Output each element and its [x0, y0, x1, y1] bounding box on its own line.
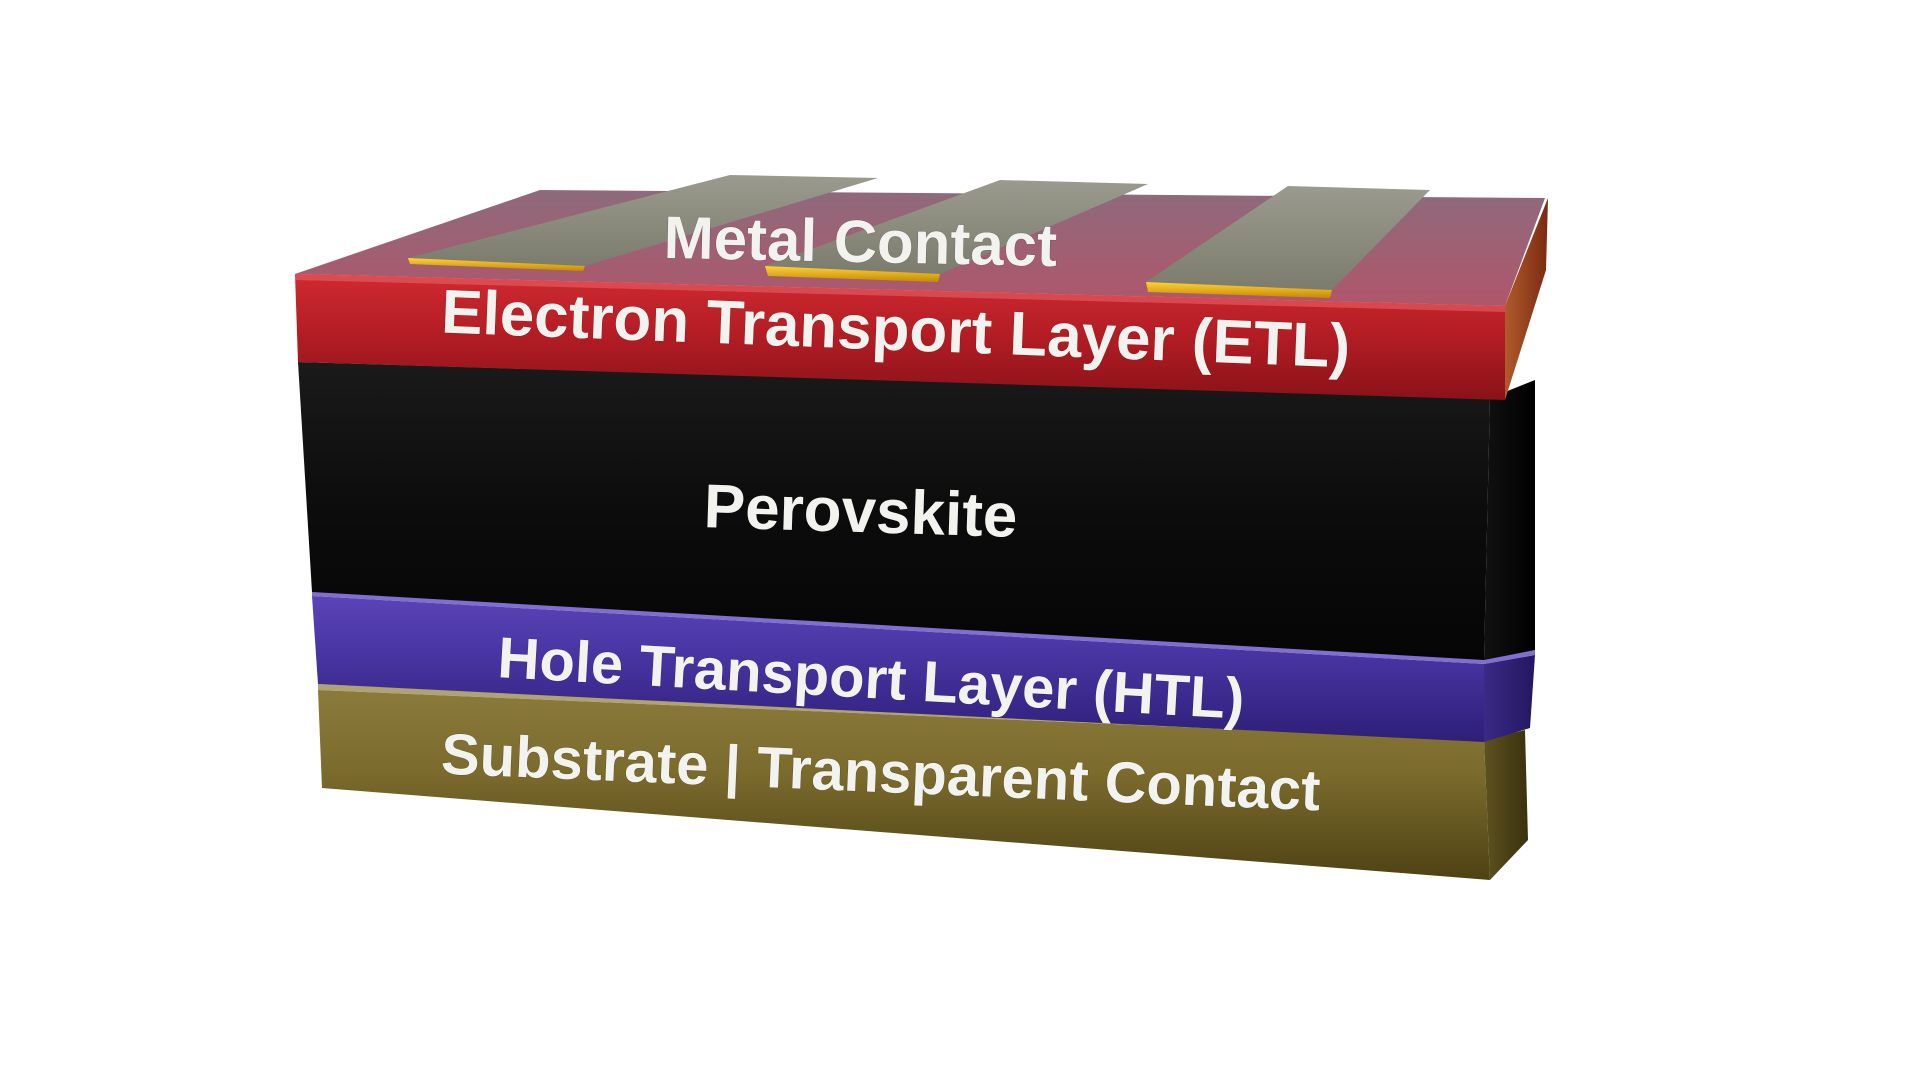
metal-finger-2: [765, 180, 1148, 282]
perovskite-side: [1484, 380, 1535, 660]
substrate-front: [318, 690, 1490, 880]
perovskite-label: Perovskite: [703, 472, 1019, 551]
perovskite-layer: Perovskite: [298, 362, 1535, 660]
etl-side: [1505, 198, 1548, 400]
etl-front: [295, 274, 1505, 400]
perovskite-front: [298, 362, 1490, 660]
metal-finger-3: [1146, 186, 1430, 298]
htl-front: [312, 596, 1484, 742]
metal-contact-layer: Metal Contact: [408, 175, 1430, 298]
metal-contact-label: Metal Contact: [663, 204, 1058, 279]
metal-finger-1: [408, 175, 878, 271]
htl-side: [1484, 655, 1535, 742]
substrate-side: [1484, 730, 1528, 880]
etl-highlight: [295, 274, 1505, 312]
